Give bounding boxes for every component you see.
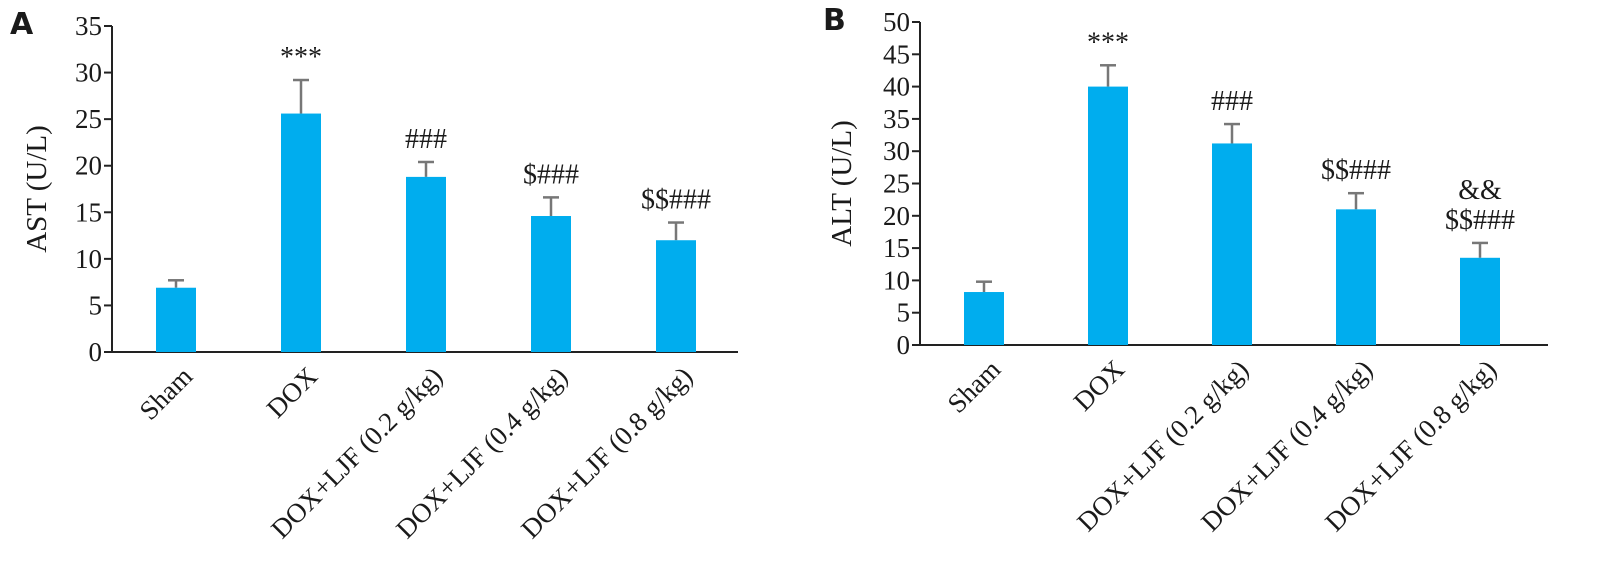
- significance-label: $$###: [641, 185, 711, 216]
- bar: [1212, 143, 1252, 345]
- y-tick-label: 10: [883, 265, 910, 295]
- bar: [531, 216, 571, 352]
- y-tick-label: 35: [75, 11, 102, 41]
- significance-label: ###: [1211, 86, 1253, 117]
- significance-label: &&: [1458, 175, 1502, 206]
- y-tick-label: 35: [883, 104, 910, 134]
- x-tick-label: Sham: [134, 361, 199, 426]
- x-tick-label: Sham: [942, 354, 1007, 419]
- significance-label: $$###: [1445, 205, 1515, 236]
- panel-label: A: [10, 7, 34, 42]
- y-tick-label: 5: [897, 298, 911, 328]
- y-tick-label: 10: [75, 244, 102, 274]
- x-tick-label: DOX: [1068, 354, 1131, 417]
- y-tick-label: 15: [883, 233, 910, 263]
- significance-label: $$###: [1321, 155, 1391, 186]
- y-tick-label: 15: [75, 197, 102, 227]
- y-tick-label: 25: [883, 169, 910, 199]
- significance-label: ###: [405, 124, 447, 155]
- y-tick-label: 5: [89, 290, 103, 320]
- y-tick-label: 0: [89, 337, 103, 367]
- y-tick-label: 20: [75, 151, 102, 181]
- y-tick-label: 20: [883, 201, 910, 231]
- y-tick-label: 45: [883, 39, 910, 69]
- bar: [1088, 86, 1128, 345]
- significance-label: ***: [1087, 27, 1129, 58]
- bar: [406, 176, 446, 352]
- y-tick-label: 25: [75, 104, 102, 134]
- bar: [1460, 257, 1500, 345]
- bar: [156, 287, 196, 352]
- bar: [1336, 209, 1376, 345]
- y-axis-title: ALT (U/L): [826, 120, 858, 246]
- y-tick-label: 40: [883, 72, 910, 102]
- y-tick-label: 30: [75, 58, 102, 88]
- y-tick-label: 30: [883, 136, 910, 166]
- y-tick-label: 50: [883, 7, 910, 37]
- y-axis-title: AST (U/L): [21, 125, 53, 253]
- bar: [964, 292, 1004, 345]
- x-tick-label: DOX: [261, 361, 324, 424]
- bar: [281, 113, 321, 352]
- bar: [656, 240, 696, 352]
- panel-label: B: [823, 3, 846, 38]
- significance-label: $###: [523, 159, 579, 190]
- y-tick-label: 0: [897, 330, 911, 360]
- significance-label: ***: [280, 42, 322, 73]
